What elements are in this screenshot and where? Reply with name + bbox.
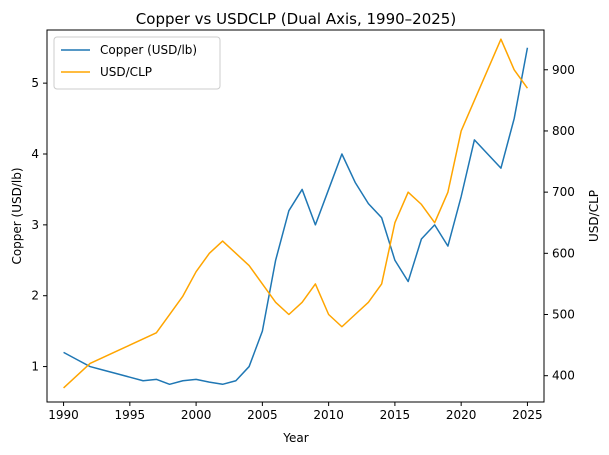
y-right-tick-label: 800 — [552, 124, 575, 138]
usdclp-series-line — [63, 38, 529, 389]
x-tick-label: 2020 — [446, 408, 477, 422]
x-axis: 1990 1995 2000 2005 2010 2015 2020 2025 — [48, 402, 543, 422]
y-right-tick-label: 400 — [552, 369, 575, 383]
plot-area-frame — [46, 29, 545, 403]
x-tick-label: 2000 — [181, 408, 212, 422]
y-left-tick-label: 2 — [31, 289, 39, 303]
legend-label-copper: Copper (USD/lb) — [100, 43, 197, 57]
y-right-tick-label: 700 — [552, 185, 575, 199]
chart-title: Copper vs USDCLP (Dual Axis, 1990–2025) — [136, 10, 456, 28]
y-right-tick-label: 500 — [552, 308, 575, 322]
legend-box — [53, 36, 221, 90]
y-left-tick-label: 5 — [31, 76, 39, 90]
right-y-axis: 400 500 600 700 800 900 — [544, 63, 575, 383]
x-tick-label: 1990 — [48, 408, 79, 422]
x-tick-label: 2005 — [247, 408, 278, 422]
legend: Copper (USD/lb) USD/CLP — [53, 36, 221, 90]
y-left-tick-label: 4 — [31, 147, 39, 161]
x-tick-label: 1995 — [115, 408, 146, 422]
y-left-tick-label: 3 — [31, 218, 39, 232]
x-tick-label: 2015 — [380, 408, 411, 422]
copper-series-line — [63, 47, 529, 386]
left-y-axis-label: Copper (USD/lb) — [10, 167, 24, 264]
y-right-tick-label: 900 — [552, 63, 575, 77]
legend-label-usdclp: USD/CLP — [100, 65, 152, 79]
series-lines — [63, 38, 529, 389]
right-y-axis-label: USD/CLP — [587, 190, 601, 242]
y-right-tick-label: 600 — [552, 246, 575, 260]
left-y-axis: 1 2 3 4 5 — [31, 76, 47, 374]
x-axis-label: Year — [282, 431, 308, 445]
x-tick-label: 2010 — [313, 408, 344, 422]
y-left-tick-label: 1 — [31, 360, 39, 374]
x-tick-label: 2025 — [512, 408, 543, 422]
